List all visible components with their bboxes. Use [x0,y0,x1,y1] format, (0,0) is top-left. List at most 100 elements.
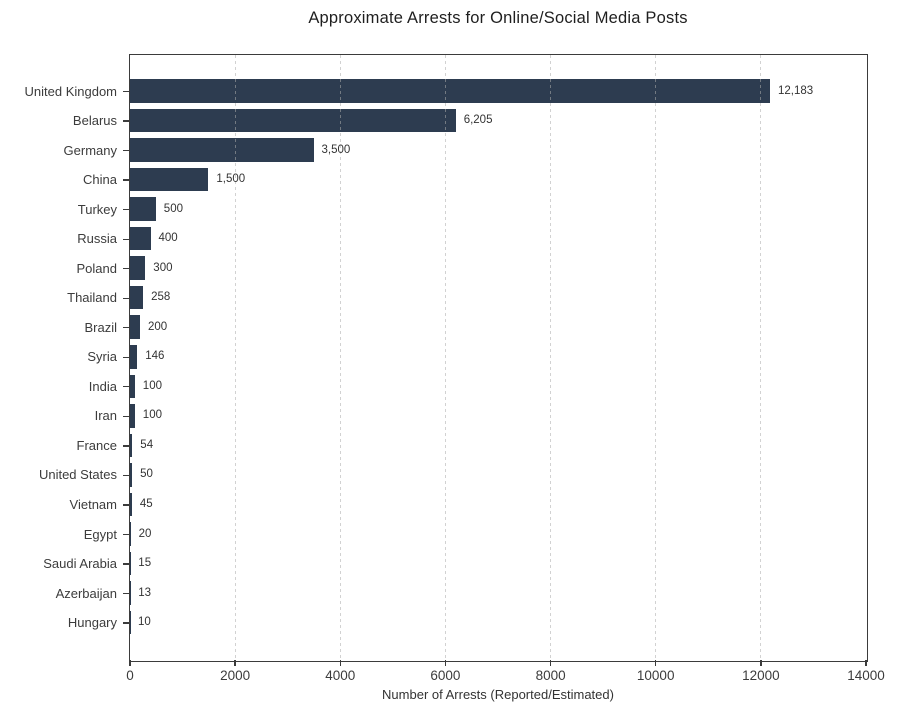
y-tick [122,533,129,536]
bar [129,463,133,487]
bar [129,433,133,458]
bar-value-label: 100 [142,379,162,392]
x-tick [865,660,867,666]
y-tick [122,268,129,270]
bar-value-label: 200 [148,320,168,333]
y-axis-label: China [83,172,117,188]
x-tick-label: 6000 [430,668,461,683]
bar [129,551,131,576]
y-tick [122,327,129,329]
bar [129,345,138,369]
bar-value-label: 300 [153,261,173,274]
bar-value-label: 400 [158,232,178,245]
x-tick [655,660,657,666]
bar [129,610,131,635]
bar [129,374,135,399]
y-axis-label: India [88,378,117,394]
y-axis-label: France [76,437,117,453]
bar-value-label: 50 [140,468,153,481]
x-tick-label: 14000 [847,668,885,683]
chart-title: Approximate Arrests for Online/Social Me… [308,9,688,27]
bar [129,492,132,517]
bar [129,226,151,251]
bar-value-label: 10 [138,616,151,628]
bar [129,138,314,162]
x-tick [549,660,552,666]
bar-value-label: 500 [163,202,183,215]
gridline [655,54,657,661]
x-tick [129,660,131,666]
bar-value-label: 45 [139,497,153,510]
bar [129,108,456,133]
x-tick [760,660,762,666]
x-tick-label: 4000 [325,668,356,683]
bar [129,404,135,428]
bar-value-label: 100 [142,409,162,422]
y-axis-label: Saudi Arabia [43,556,117,571]
bar [129,256,146,280]
bar [129,315,140,339]
y-tick [122,120,129,122]
y-tick [122,238,129,240]
y-tick [122,356,129,358]
y-axis-label: Brazil [84,319,117,335]
y-axis-label: Hungary [67,615,117,630]
y-axis-label: Syria [87,349,117,365]
x-tick-label: 0 [126,668,134,683]
gridline [760,54,762,661]
y-tick [122,179,129,181]
bar [129,197,156,221]
x-tick [444,660,447,666]
gridline [550,54,552,661]
y-tick [122,622,129,624]
y-axis-label: Vietnam [69,496,117,512]
bar [129,581,131,605]
y-axis-label: Poland [76,260,117,276]
bar-value-label: 13 [138,586,151,599]
y-tick [122,149,129,152]
y-axis-label: Belarus [72,113,117,128]
bar-value-label: 54 [140,438,154,451]
bar-value-label: 6,205 [463,114,493,126]
x-tick-label: 8000 [535,668,566,683]
y-axis-label: United States [38,467,117,483]
bar [129,167,209,192]
y-tick [122,474,129,477]
plot-area: 12,183 6,205 3,500 1,500 500 400 300 258 200 146 1… [128,53,868,662]
y-axis-label: Turkey [77,201,117,217]
y-axis-label: Russia [77,231,117,247]
y-tick [122,208,129,211]
bar-value-label: 20 [138,527,152,540]
bar-value-label: 146 [145,350,165,363]
y-tick [122,504,129,506]
y-axis-label: Thailand [67,290,117,306]
y-axis-label: Germany [63,142,117,158]
y-tick [122,563,129,565]
bar-value-label: 1,500 [216,173,246,186]
y-tick [122,297,129,299]
y-axis-label: Azerbaijan [55,585,117,601]
bar-value-label: 15 [138,557,152,569]
y-tick [122,592,129,595]
x-tick-label: 10000 [636,668,675,683]
bar-value-label: 3,500 [321,143,351,156]
y-axis-label: Egypt [83,526,117,542]
y-tick [122,90,129,93]
y-tick [122,445,129,447]
bar [129,285,144,310]
y-tick [122,415,129,417]
x-tick [234,660,236,666]
bar [129,522,131,546]
x-tick [339,660,341,666]
y-tick [122,386,129,388]
bar [129,79,770,103]
y-axis-label: Iran [94,408,117,424]
gridline [444,54,446,661]
x-axis-title: Number of Arrests (Reported/Estimated) [382,687,614,702]
bar-value-label: 12,183 [778,84,814,97]
bar-value-label: 258 [151,291,171,304]
x-tick-label: 2000 [220,668,251,683]
x-tick-label: 12000 [742,668,780,683]
y-axis-label: United Kingdom [24,83,118,99]
